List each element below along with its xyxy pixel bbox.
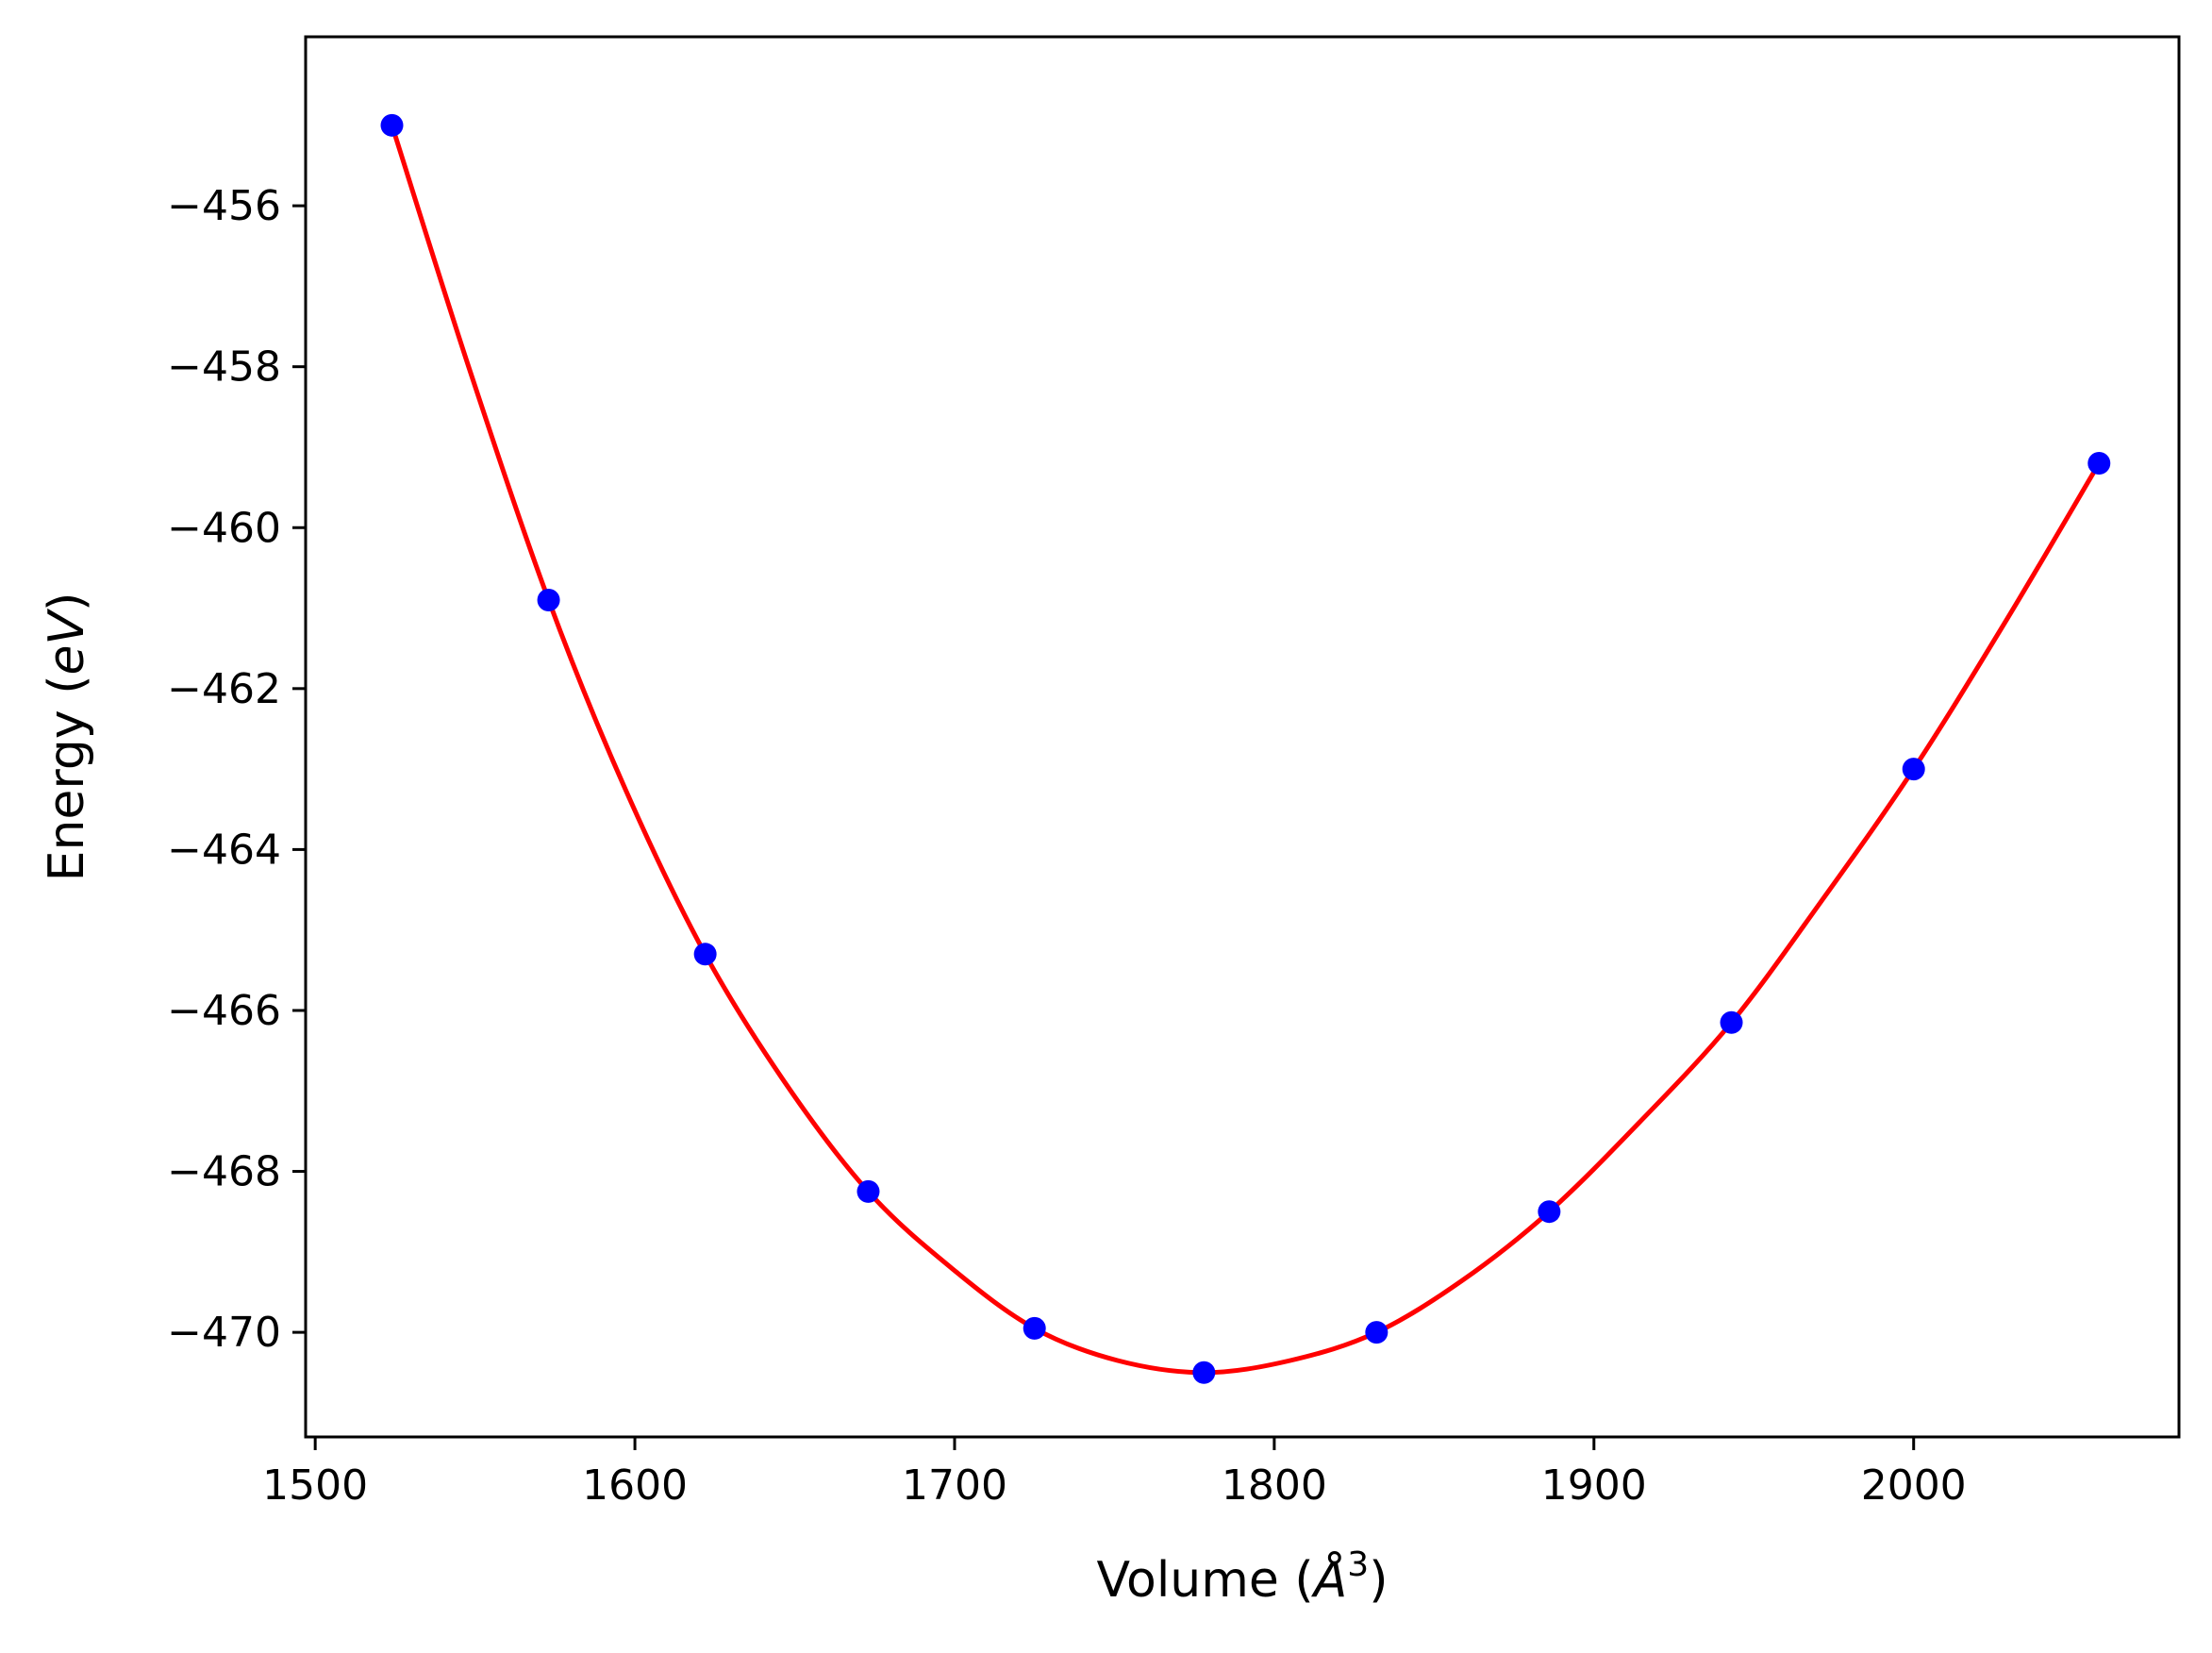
data-point (1720, 1010, 1743, 1034)
y-axis-label-unit: eV (39, 609, 95, 676)
y-tick-label: −470 (167, 1309, 281, 1357)
x-axis-label-suffix: ) (1369, 1552, 1388, 1609)
x-tick-label: 2000 (1861, 1461, 1967, 1510)
data-point (537, 589, 560, 612)
y-axis-label-prefix: Energy ( (39, 676, 95, 882)
y-axis-label-suffix: ) (39, 593, 95, 611)
y-tick-label: −462 (167, 665, 281, 713)
y-tick-label: −458 (167, 343, 281, 392)
x-axis-label: Volume (Å3) (1097, 1545, 1389, 1609)
y-tick-label: −456 (167, 182, 281, 230)
y-tick-label: −460 (167, 504, 281, 552)
data-point (1023, 1316, 1046, 1340)
data-point (1902, 758, 1925, 781)
x-tick-label: 1900 (1541, 1461, 1647, 1510)
plot-layer (380, 113, 2111, 1384)
x-axis-label-superscript: 3 (1347, 1545, 1369, 1584)
data-point (380, 113, 404, 137)
data-point (693, 943, 717, 966)
y-tick-label: −464 (167, 826, 281, 874)
y-axis-ticks: −456 −458 −460 −462 −464 −466 −468 −470 (167, 182, 306, 1357)
y-tick-label: −466 (167, 987, 281, 1035)
axes-frame (304, 35, 2181, 1439)
x-axis-ticks: 1500 1600 1700 1800 1900 2000 (262, 1437, 1967, 1510)
y-tick-label: −468 (167, 1148, 281, 1196)
data-point (1538, 1200, 1561, 1224)
x-tick-label: 1700 (902, 1461, 1007, 1510)
data-point (2087, 452, 2111, 476)
data-point (1192, 1361, 1216, 1384)
data-point (857, 1179, 880, 1203)
x-tick-label: 1800 (1222, 1461, 1327, 1510)
x-tick-label: 1500 (262, 1461, 368, 1510)
y-axis-label: Energy (eV) (39, 593, 95, 882)
fit-curve-line (390, 123, 2102, 1376)
x-axis-label-symbol: Å (1311, 1550, 1348, 1609)
data-point (1365, 1321, 1389, 1344)
x-tick-label: 1600 (582, 1461, 688, 1510)
x-axis-label-prefix: Volume ( (1097, 1552, 1314, 1609)
